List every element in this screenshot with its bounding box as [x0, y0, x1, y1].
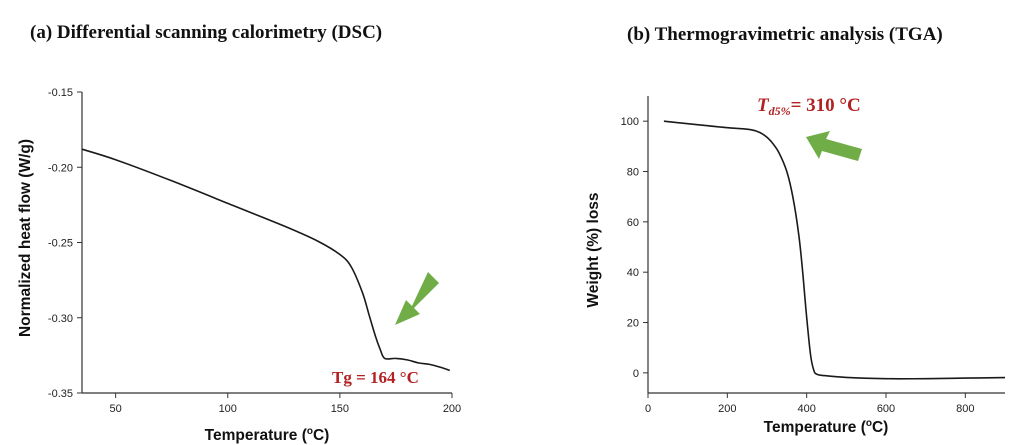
dsc-x-tick-label: 50 — [110, 403, 122, 415]
dsc-x-tick-label: 200 — [443, 403, 461, 415]
tga-axes — [647, 96, 1005, 394]
tga-ticks: 0 200 400 600 800 0 20 40 60 80 100 — [621, 116, 975, 415]
tga-x-tick-label: 0 — [645, 403, 651, 415]
tga-arrow-icon — [806, 131, 862, 161]
dsc-x-tick-label: 150 — [331, 403, 349, 415]
dsc-tg-annotation: Tg = 164 °C — [332, 368, 419, 387]
dsc-y-tick-label: -0.35 — [48, 388, 73, 400]
dsc-panel: (a) Differential scanning calorimetry (D… — [17, 22, 461, 444]
tga-td5-annotation: Td5%= 310 °C — [757, 95, 861, 118]
tga-x-tick-label: 600 — [877, 403, 895, 415]
dsc-x-title-superscript: o — [307, 426, 313, 437]
tga-y-tick-label: 100 — [621, 116, 639, 128]
tga-y-tick-label: 20 — [627, 318, 639, 330]
dsc-y-axis-title: Normalized heat flow (W/g) — [17, 139, 34, 337]
dsc-x-title-start: Temperature ( — [205, 427, 308, 444]
tga-annot-value: = 310 °C — [791, 95, 861, 116]
tga-y-axis-title: Weight (%) loss — [585, 192, 602, 307]
dsc-y-tick-label: -0.20 — [48, 162, 73, 174]
tga-series-line — [663, 120, 1006, 380]
tga-annot-T: T — [757, 95, 770, 116]
dsc-axes — [81, 92, 452, 394]
dsc-y-tick-label: -0.30 — [48, 313, 73, 325]
tga-y-tick-label: 80 — [627, 167, 639, 179]
dsc-title: (a) Differential scanning calorimetry (D… — [30, 22, 382, 43]
dsc-curve-group — [81, 148, 451, 372]
tga-x-tick-label: 200 — [718, 403, 736, 415]
tga-x-tick-label: 800 — [956, 403, 974, 415]
tga-y-tick-label: 0 — [633, 368, 639, 380]
tga-curve-group — [663, 120, 1006, 380]
tga-x-title-superscript: o — [866, 418, 872, 429]
tga-x-tick-label: 400 — [797, 403, 815, 415]
tga-title: (b) Thermogravimetric analysis (TGA) — [627, 24, 943, 45]
tga-annot-subscript: d5% — [769, 104, 791, 118]
dsc-series-line — [81, 148, 451, 372]
tga-x-axis-title: Temperature (oC) — [764, 418, 889, 436]
dsc-arrow-icon — [395, 272, 439, 325]
dsc-y-tick-label: -0.15 — [48, 87, 73, 99]
dsc-x-axis-title: Temperature (oC) — [205, 426, 330, 444]
tga-panel: (b) Thermogravimetric analysis (TGA) 0 20… — [585, 24, 1006, 436]
tga-y-tick-label: 60 — [627, 217, 639, 229]
tga-y-tick-label: 40 — [627, 267, 639, 279]
tga-x-title-start: Temperature ( — [764, 419, 867, 436]
dsc-ticks: 50 100 150 200 -0.35 -0.30 -0.25 -0.20 -0.15 — [48, 87, 461, 415]
tga-x-title-end: C) — [872, 419, 888, 436]
dsc-x-title-end: C) — [313, 427, 329, 444]
dsc-x-tick-label: 100 — [219, 403, 237, 415]
dsc-y-tick-label: -0.25 — [48, 238, 73, 250]
